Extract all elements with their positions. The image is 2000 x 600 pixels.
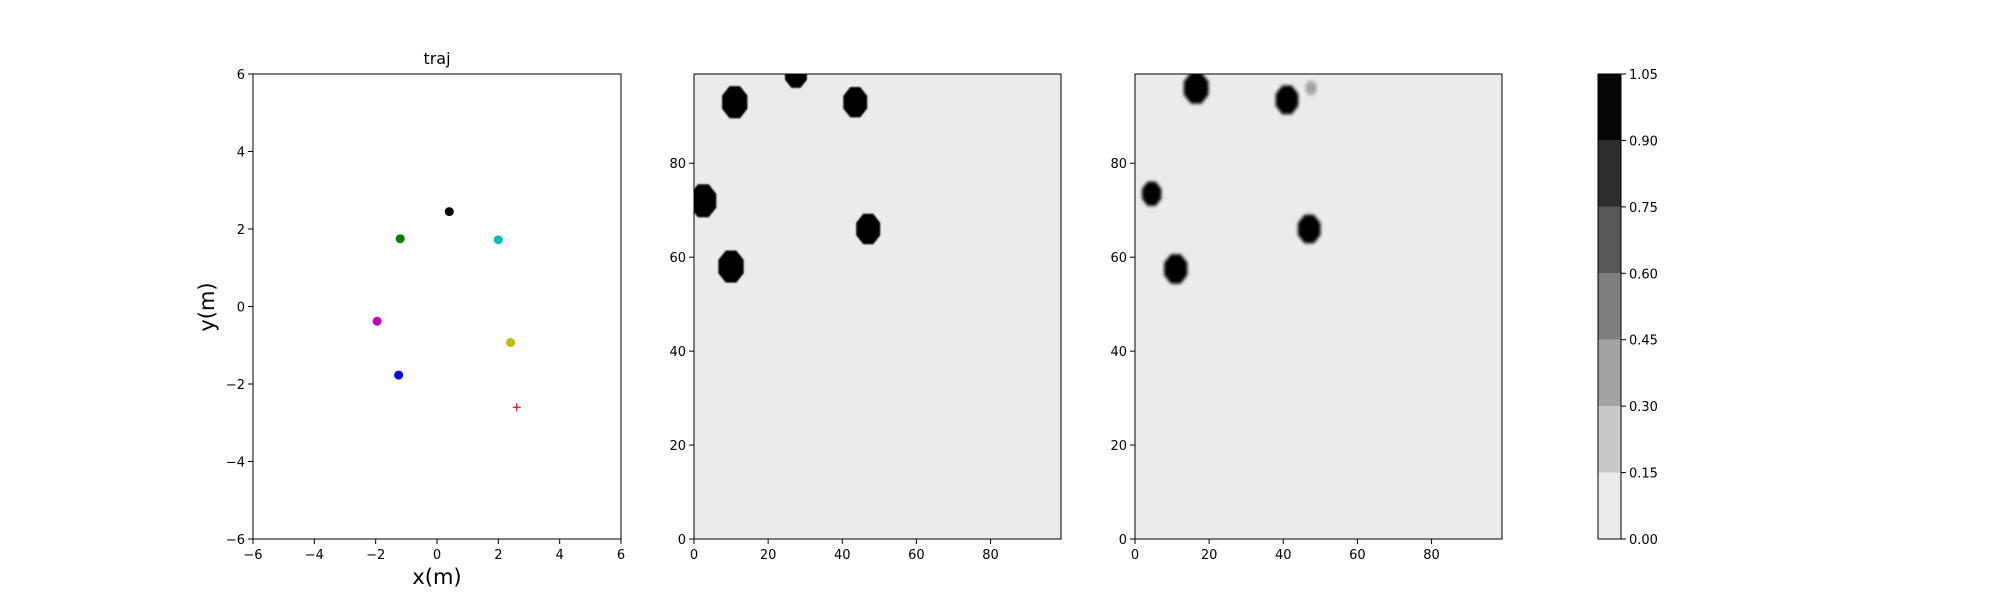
heatmap1-ytick-label: 80 (669, 157, 686, 172)
traj-xtick-label: −4 (305, 548, 324, 563)
traj-xtick-label: 6 (617, 548, 625, 563)
obstacle-blob (1164, 254, 1188, 284)
obstacle-blob (1183, 74, 1209, 104)
colorbar-segment (1598, 339, 1621, 407)
heatmap2-ytick-label: 0 (1119, 533, 1127, 548)
traj-xlabel: x(m) (412, 565, 461, 589)
heatmap-blobs (1142, 74, 1321, 284)
traj-xtick-label: 2 (494, 548, 502, 563)
colorbar-segment (1598, 74, 1621, 141)
heatmap-frame (693, 73, 1062, 540)
traj-ytick-label: −4 (226, 456, 245, 471)
traj-point (395, 234, 405, 244)
heatmap2-ytick-label: 20 (1110, 439, 1127, 454)
heatmap2-xtick-label: 20 (1201, 548, 1218, 563)
heatmap1-xtick-label: 0 (690, 548, 698, 563)
heatmap-background (1135, 74, 1502, 539)
colorbar-tick-label: 1.05 (1629, 68, 1658, 83)
traj-ytick-label: −6 (226, 533, 245, 548)
obstacle-blob (718, 250, 744, 283)
heatmap1-ytick-label: 40 (669, 345, 686, 360)
traj-point (444, 207, 454, 217)
heatmap2-xtick-label: 0 (1131, 548, 1139, 563)
traj-point-plus (512, 403, 521, 412)
traj-ytick-label: 6 (237, 68, 245, 83)
traj-xtick-label: 0 (433, 548, 441, 563)
obstacle-blob (722, 86, 748, 119)
obstacle-blob (694, 184, 717, 218)
traj-point (493, 235, 503, 245)
heatmap-frame (1134, 73, 1503, 540)
colorbar-segment (1598, 406, 1621, 473)
traj-ytick-label: −2 (226, 378, 245, 393)
obstacle-blob (843, 87, 868, 118)
obstacle-blob (785, 74, 807, 88)
colorbar-segment (1598, 206, 1621, 274)
traj-xtick-label: −2 (366, 548, 385, 563)
colorbar-tick-label: 0.30 (1629, 400, 1658, 415)
traj-plot-area (253, 74, 621, 539)
colorbar-segment (1598, 472, 1621, 539)
traj-xtick-label: −6 (243, 548, 262, 563)
obstacle-blob (1305, 81, 1317, 95)
heatmap1-xtick-label: 40 (834, 548, 851, 563)
colorbar-tick-label: 0.75 (1629, 201, 1658, 216)
colorbar-tick-label: 0.90 (1629, 134, 1658, 149)
obstacle-blob (1275, 85, 1299, 115)
traj-point (372, 316, 382, 326)
heatmap2-ytick-label: 60 (1110, 251, 1127, 266)
colorbar-tick-label: 0.15 (1629, 467, 1658, 482)
colorbar-tick-label: 0.60 (1629, 267, 1658, 282)
traj-ytick-label: 2 (237, 223, 245, 238)
traj-ylabel: y(m) (195, 282, 219, 331)
colorbar-frame (1597, 73, 1622, 540)
heatmap1-xtick-label: 20 (760, 548, 777, 563)
heatmap1-xtick-label: 60 (908, 548, 925, 563)
heatmap2-ytick-label: 40 (1110, 345, 1127, 360)
colorbar-segment (1598, 140, 1621, 207)
traj-ytick-label: 4 (237, 146, 245, 161)
traj-point (394, 370, 404, 380)
traj-ytick-label: 0 (237, 301, 245, 316)
traj-xtick-label: 4 (556, 548, 564, 563)
heatmap2-ytick-label: 80 (1110, 157, 1127, 172)
colorbar: 0.00 0.15 0.30 0.45 0.60 0.75 0.90 1.05 (1597, 68, 1658, 548)
colorbar-tick-label: 0.00 (1629, 533, 1658, 548)
heatmap1-ytick-label: 0 (678, 533, 686, 548)
heatmap-panel-1: 0 20 40 60 80 0 20 40 60 80 (669, 73, 1062, 563)
heatmap1-ytick-label: 60 (669, 251, 686, 266)
obstacle-blob (1142, 181, 1162, 206)
traj-frame (252, 73, 622, 540)
heatmap-panel-2: 0 20 40 60 80 0 20 40 60 80 (1110, 73, 1503, 563)
obstacle-blob (1297, 214, 1321, 244)
heatmap2-xtick-label: 40 (1275, 548, 1292, 563)
heatmap1-ytick-label: 20 (669, 439, 686, 454)
heatmap2-xtick-label: 60 (1349, 548, 1366, 563)
heatmap2-xtick-label: 80 (1423, 548, 1440, 563)
colorbar-tick-label: 0.45 (1629, 334, 1658, 349)
traj-panel: −6 −4 −2 0 2 4 6 −6 −4 −2 0 2 4 6 (226, 68, 625, 563)
heatmap-blobs (694, 74, 881, 283)
traj-point (506, 338, 516, 348)
heatmap1-xtick-label: 80 (982, 548, 999, 563)
colorbar-segment (1598, 273, 1621, 340)
obstacle-blob (856, 213, 881, 245)
heatmap-background (694, 74, 1061, 539)
traj-title: traj (423, 49, 450, 68)
